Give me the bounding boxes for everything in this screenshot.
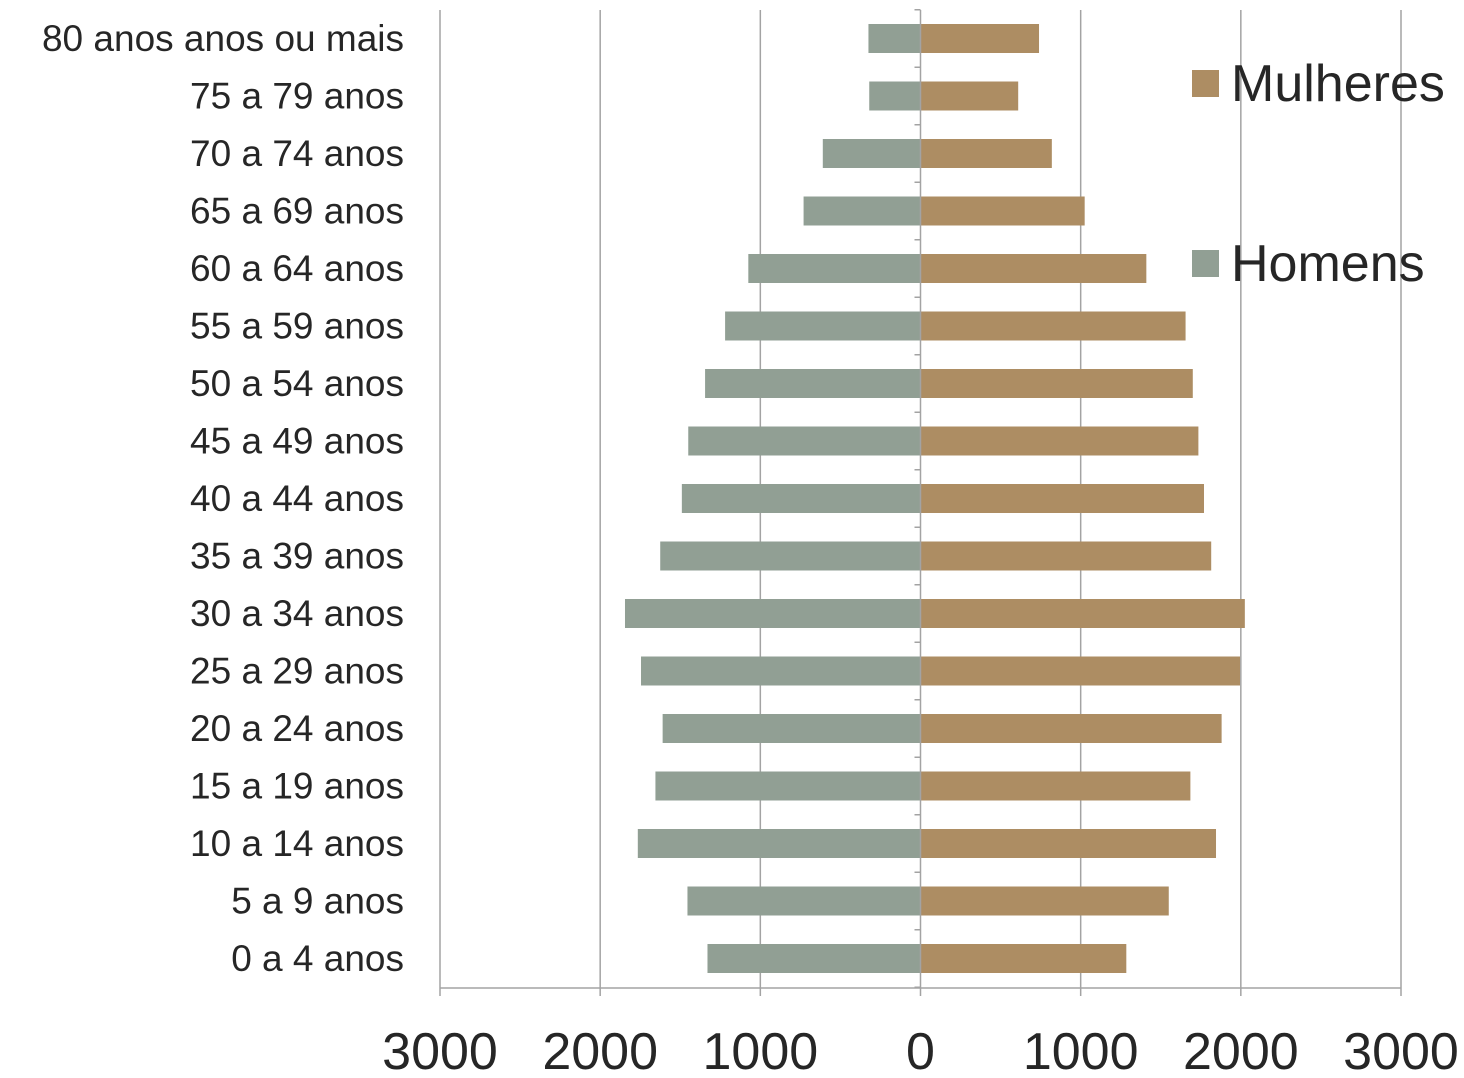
bar-homens bbox=[624, 599, 921, 628]
bar-mulheres bbox=[920, 944, 1127, 973]
category-label: 25 a 29 anos bbox=[190, 651, 404, 692]
legend-swatch bbox=[1192, 70, 1219, 97]
category-label: 75 a 79 anos bbox=[190, 76, 404, 117]
category-label: 10 a 14 anos bbox=[190, 823, 404, 864]
bar-homens bbox=[869, 81, 921, 111]
axes bbox=[439, 9, 1402, 996]
bar-homens bbox=[687, 886, 921, 916]
legend: Mulheres Homens bbox=[1192, 55, 1445, 293]
legend-swatch bbox=[1192, 250, 1219, 277]
bar-homens bbox=[705, 369, 921, 398]
x-tick-label: 1000 bbox=[1023, 1023, 1139, 1073]
legend-label: Mulheres bbox=[1231, 55, 1445, 113]
x-tick-label: 0 bbox=[906, 1023, 935, 1073]
bar-homens bbox=[681, 484, 921, 513]
category-label: 65 a 69 anos bbox=[190, 191, 404, 232]
bar-homens bbox=[748, 254, 921, 283]
x-tick-label: 3000 bbox=[1343, 1023, 1459, 1073]
bar-mulheres bbox=[920, 886, 1169, 916]
bar-mulheres bbox=[920, 311, 1186, 341]
bar-mulheres bbox=[920, 81, 1019, 111]
bar-mulheres bbox=[920, 196, 1085, 226]
bar-homens bbox=[655, 771, 921, 801]
bar-homens bbox=[660, 541, 921, 571]
bar-mulheres bbox=[920, 139, 1052, 168]
bar-mulheres bbox=[920, 599, 1245, 628]
category-label: 0 a 4 anos bbox=[231, 938, 404, 979]
category-label: 30 a 34 anos bbox=[190, 593, 404, 634]
x-tick-labels: 3000 2000 1000 0 1000 2000 3000 bbox=[382, 1023, 1459, 1078]
category-label: 50 a 54 anos bbox=[190, 363, 404, 404]
bar-homens bbox=[707, 944, 921, 973]
category-label: 20 a 24 anos bbox=[190, 708, 404, 749]
x-tick-label: 3000 bbox=[382, 1023, 498, 1073]
category-label: 70 a 74 anos bbox=[190, 133, 404, 174]
bar-homens bbox=[868, 24, 921, 53]
bar-homens bbox=[641, 656, 921, 686]
bar-mulheres bbox=[920, 656, 1241, 686]
x-tick-label: 1000 bbox=[702, 1023, 818, 1073]
bar-mulheres bbox=[920, 484, 1204, 513]
category-label: 15 a 19 anos bbox=[190, 766, 404, 807]
bar-homens bbox=[637, 829, 921, 858]
category-label: 45 a 49 anos bbox=[190, 421, 404, 462]
bar-mulheres bbox=[920, 541, 1212, 571]
bar-mulheres bbox=[920, 24, 1040, 53]
bar-mulheres bbox=[920, 254, 1147, 283]
bar-mulheres bbox=[920, 426, 1199, 456]
category-label: 55 a 59 anos bbox=[190, 306, 404, 347]
category-labels: 80 anos anos ou mais 75 a 79 anos 70 a 74 … bbox=[42, 18, 404, 979]
bar-mulheres bbox=[920, 771, 1191, 801]
bar-homens bbox=[688, 426, 921, 456]
bar-homens bbox=[822, 139, 921, 168]
category-label: 60 a 64 anos bbox=[190, 248, 404, 289]
bars bbox=[624, 24, 1245, 973]
category-label: 80 anos anos ou mais bbox=[42, 18, 404, 59]
bar-mulheres bbox=[920, 829, 1217, 858]
bar-homens bbox=[662, 714, 921, 743]
category-label: 35 a 39 anos bbox=[190, 536, 404, 577]
category-label: 5 a 9 anos bbox=[231, 881, 404, 922]
bar-mulheres bbox=[920, 714, 1222, 743]
bar-homens bbox=[803, 196, 921, 226]
bar-homens bbox=[725, 311, 921, 341]
legend-label: Homens bbox=[1231, 235, 1425, 293]
category-label: 40 a 44 anos bbox=[190, 478, 404, 519]
bar-mulheres bbox=[920, 369, 1193, 398]
x-tick-label: 2000 bbox=[1183, 1023, 1299, 1073]
x-tick-label: 2000 bbox=[542, 1023, 658, 1073]
